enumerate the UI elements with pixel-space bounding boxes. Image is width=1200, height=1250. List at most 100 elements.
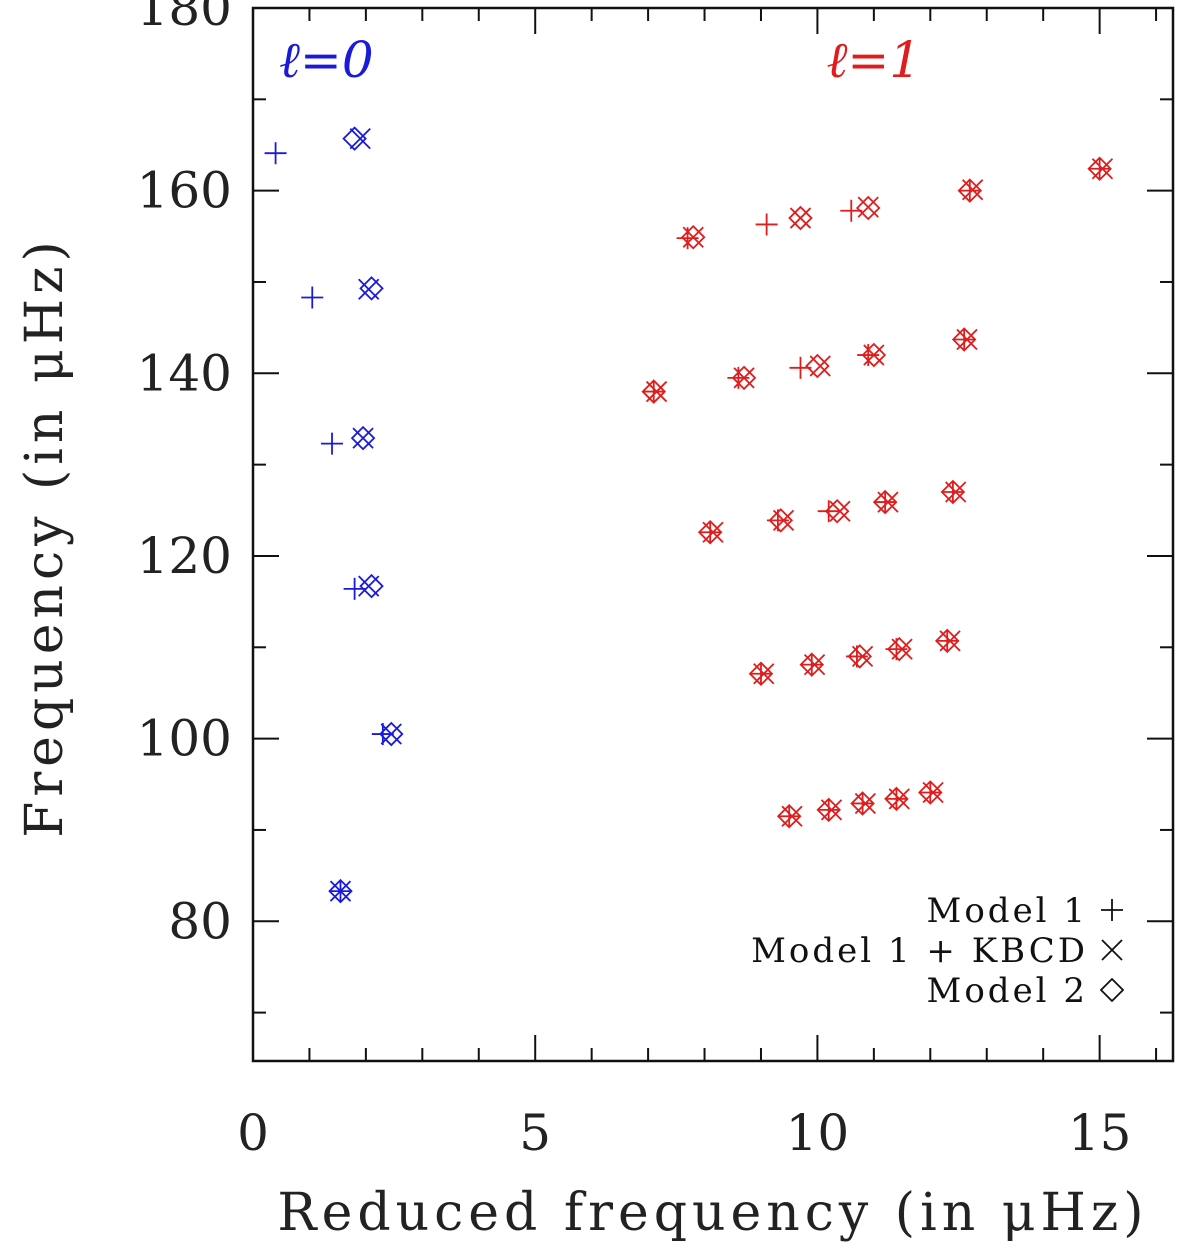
cross-point xyxy=(329,880,352,902)
cross-stroke xyxy=(349,127,371,150)
diamond-point xyxy=(350,425,376,451)
y-tick-label: 160 xyxy=(137,162,232,220)
diamond-point xyxy=(328,878,353,904)
cross-point xyxy=(733,367,755,389)
cross-stroke xyxy=(857,196,879,218)
group-label: ℓ=1 xyxy=(827,31,922,89)
diamond-point xyxy=(805,353,830,379)
legend-diamond-icon xyxy=(1099,977,1125,1003)
cross-point xyxy=(380,723,402,745)
plus-point xyxy=(958,179,981,202)
diamond-point xyxy=(855,195,881,221)
plus-point xyxy=(851,792,874,815)
plus-point xyxy=(936,629,959,652)
plus-point xyxy=(749,662,772,685)
plus-point xyxy=(840,199,863,222)
plus-point xyxy=(800,653,823,676)
plus-point xyxy=(919,781,942,804)
plus-point xyxy=(817,798,840,821)
cross-stroke xyxy=(329,880,352,902)
diamond-point xyxy=(359,573,384,599)
plus-point xyxy=(874,491,897,514)
y-axis-title: Frequency (in μHz) xyxy=(15,236,75,838)
legend-label: Model 2 xyxy=(927,971,1088,1011)
cross-point xyxy=(857,196,879,218)
plus-point xyxy=(301,286,324,309)
cross-stroke xyxy=(358,278,380,300)
y-tick-label: 120 xyxy=(137,527,232,585)
cross-point xyxy=(789,207,812,229)
plus-point xyxy=(817,500,840,523)
cross-stroke xyxy=(961,179,984,201)
cross-stroke xyxy=(1101,939,1123,961)
y-tick-label: 140 xyxy=(137,344,232,402)
y-tick-label: 80 xyxy=(168,892,232,950)
plus-point xyxy=(343,577,366,600)
diamond-point xyxy=(847,644,873,669)
diamond-point xyxy=(799,652,825,677)
diamond-point xyxy=(886,636,912,662)
legend-cross-icon xyxy=(1101,939,1123,961)
cross-stroke xyxy=(380,723,402,745)
cross-point xyxy=(863,344,885,366)
plus-point xyxy=(755,213,778,236)
diamond-point xyxy=(776,803,802,829)
x-tick-label: 5 xyxy=(519,1104,551,1162)
group-label: ℓ=0 xyxy=(279,31,374,89)
plus-point xyxy=(264,142,287,165)
cross-stroke xyxy=(733,367,755,389)
diamond-point xyxy=(731,365,757,391)
data-points xyxy=(264,126,1114,904)
diamond-point xyxy=(861,342,887,368)
plot-frame xyxy=(251,6,1175,1063)
legend-plus-icon xyxy=(1101,899,1123,921)
legend-label: Model 1 + KBCD xyxy=(751,931,1088,971)
diamond-point xyxy=(697,519,723,545)
plus-point xyxy=(953,328,976,351)
diamond-point xyxy=(680,224,706,250)
plus-point xyxy=(699,521,722,544)
diamond-point xyxy=(884,786,909,812)
cross-stroke xyxy=(863,344,885,366)
plus-point xyxy=(885,787,908,810)
diamond-point xyxy=(872,489,898,515)
diamond-point xyxy=(918,780,943,805)
y-tick-label: 180 xyxy=(137,0,232,37)
x-axis-title: Reduced frequency (in μHz) xyxy=(277,1183,1148,1243)
group-labels: ℓ=0 ℓ=1 xyxy=(279,31,921,89)
cross-point xyxy=(349,127,371,150)
plus-point xyxy=(778,805,801,828)
diamond-point xyxy=(768,508,794,533)
diamond-point xyxy=(940,479,966,505)
x-tick-label: 10 xyxy=(786,1104,850,1162)
axis-ticks xyxy=(253,8,1173,1061)
diamond-point xyxy=(342,126,367,151)
diamond-point xyxy=(359,276,384,301)
diamond-point xyxy=(788,205,813,231)
x-tick-label: 0 xyxy=(237,1104,269,1162)
diamond-point xyxy=(850,791,875,816)
cross-point xyxy=(682,226,704,248)
y-tick-label: 100 xyxy=(137,710,232,768)
diamond-point xyxy=(957,178,983,203)
diamond-point xyxy=(934,628,960,654)
diamond-point xyxy=(816,797,841,823)
diamond-point xyxy=(748,661,774,687)
cross-stroke xyxy=(352,427,374,449)
diamond-point xyxy=(951,327,977,352)
plus-point xyxy=(857,344,880,367)
legend-label: Model 1 xyxy=(927,891,1088,931)
tick-labels: 0 5 10 15 80 100 120 140 160 180 xyxy=(137,0,1132,1162)
diamond-point xyxy=(379,721,404,747)
diamond-point xyxy=(824,498,850,524)
cross-stroke xyxy=(789,207,812,229)
plus-point xyxy=(727,366,750,389)
x-tick-label: 15 xyxy=(1068,1104,1132,1162)
plus-point xyxy=(941,481,964,504)
cross-stroke xyxy=(682,226,704,248)
diamond-point xyxy=(641,379,667,404)
plus-point xyxy=(642,380,665,403)
